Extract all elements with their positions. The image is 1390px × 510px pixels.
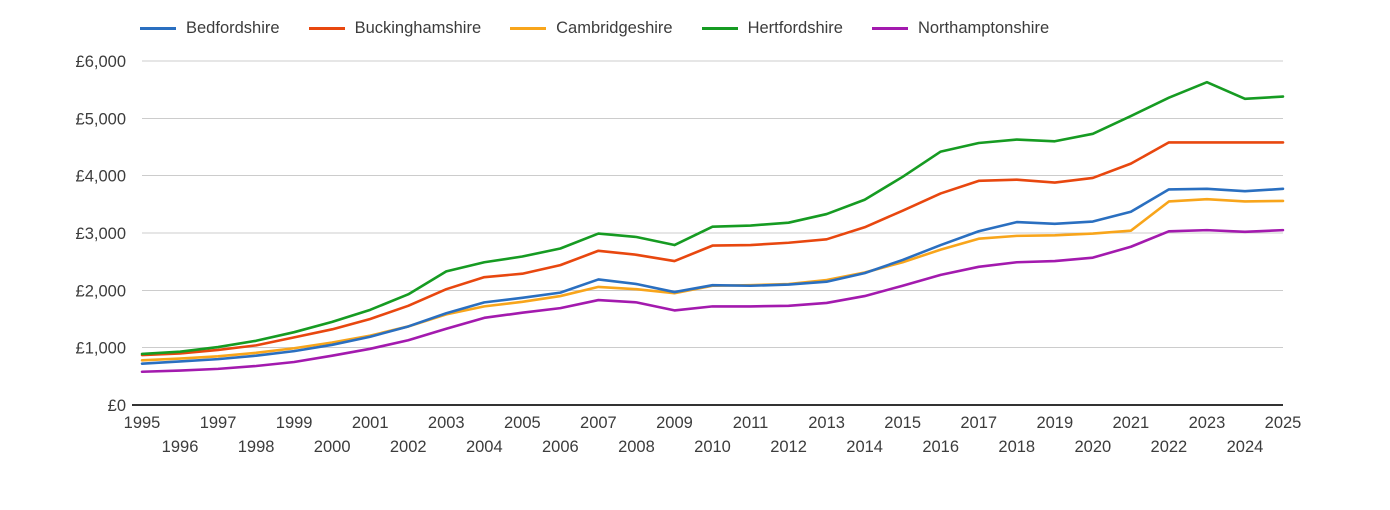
x-axis-tick-label: 1998 <box>238 438 275 456</box>
x-axis-tick-label: 2020 <box>1074 438 1111 456</box>
y-axis-tick-label: £4,000 <box>76 168 126 186</box>
x-axis-tick-label: 2007 <box>580 414 617 432</box>
x-axis-tick-label: 2005 <box>504 414 541 432</box>
x-axis-tick-label: 2017 <box>960 414 997 432</box>
x-axis-tick-label: 2002 <box>390 438 427 456</box>
x-axis-tick-label: 2018 <box>998 438 1035 456</box>
x-axis-tick-label: 2015 <box>884 414 921 432</box>
x-axis-tick-label: 2013 <box>808 414 845 432</box>
legend-swatch-icon <box>701 26 738 30</box>
x-axis-tick-label: 1997 <box>200 414 237 432</box>
legend-item-northamptonshire[interactable]: Northamptonshire <box>871 18 1050 37</box>
legend-item-label: Buckinghamshire <box>354 18 482 37</box>
legend-item-label: Northamptonshire <box>917 18 1050 37</box>
legend-swatch-icon <box>871 26 908 30</box>
x-axis-tick-label: 2000 <box>314 438 351 456</box>
legend-item-buckinghamshire[interactable]: Buckinghamshire <box>308 18 482 37</box>
series-line-cambridgeshire <box>140 197 1285 362</box>
x-axis-tick-label: 2001 <box>352 414 389 432</box>
x-axis-tick-label: 2009 <box>656 414 693 432</box>
x-axis-tick-label: 2004 <box>466 438 503 456</box>
x-axis-tick-label: 1995 <box>124 414 161 432</box>
x-axis-tick-label: 2016 <box>922 438 959 456</box>
x-axis-tick-label: 2006 <box>542 438 579 456</box>
chart-legend: Bedfordshire Buckinghamshire Cambridgeshir… <box>0 14 1390 42</box>
legend-swatch-icon <box>140 26 176 30</box>
x-axis-tick-label: 2025 <box>1265 414 1302 432</box>
y-axis-tick-label: £2,000 <box>76 282 126 300</box>
y-axis-tick-label: £0 <box>108 397 126 415</box>
y-axis-tick-label: £5,000 <box>76 110 126 128</box>
series-line-northamptonshire <box>140 228 1285 374</box>
x-axis-tick-label: 2021 <box>1113 414 1150 432</box>
legend-item-bedfordshire[interactable]: Bedfordshire <box>140 20 280 37</box>
x-axis-tick-label: 2008 <box>618 438 655 456</box>
series-line-bedfordshire <box>140 187 1285 366</box>
legend-item-label: Bedfordshire <box>186 18 280 37</box>
legend-item-label: Hertfordshire <box>747 18 843 37</box>
series-line-buckinghamshire <box>140 141 1285 357</box>
y-axis-tick-label: £1,000 <box>76 340 126 358</box>
x-axis-tick-label: 2019 <box>1036 414 1073 432</box>
x-axis-tick-label: 2010 <box>694 438 731 456</box>
y-axis-tick-label: £3,000 <box>76 225 126 243</box>
x-axis-tick-label: 2012 <box>770 438 807 456</box>
legend-swatch-icon <box>510 26 547 30</box>
x-axis-tick-label: 2023 <box>1189 414 1226 432</box>
x-axis-tick-label: 1996 <box>162 438 199 456</box>
x-axis-tick-label: 2024 <box>1227 438 1264 456</box>
x-axis-tick-label: 2003 <box>428 414 465 432</box>
x-axis-tick-label: 2014 <box>846 438 883 456</box>
legend-item-cambridgeshire[interactable]: Cambridgeshire <box>510 18 673 37</box>
x-axis-tick-label: 2011 <box>733 414 768 432</box>
x-axis-tick-label: 1999 <box>276 414 313 432</box>
y-axis-tick-label: £6,000 <box>76 53 126 71</box>
legend-item-hertfordshire[interactable]: Hertfordshire <box>701 18 843 37</box>
series-line-hertfordshire <box>140 80 1285 356</box>
legend-swatch-icon <box>308 26 345 30</box>
x-axis-tick-label: 2022 <box>1151 438 1188 456</box>
legend-item-label: Cambridgeshire <box>556 18 673 37</box>
